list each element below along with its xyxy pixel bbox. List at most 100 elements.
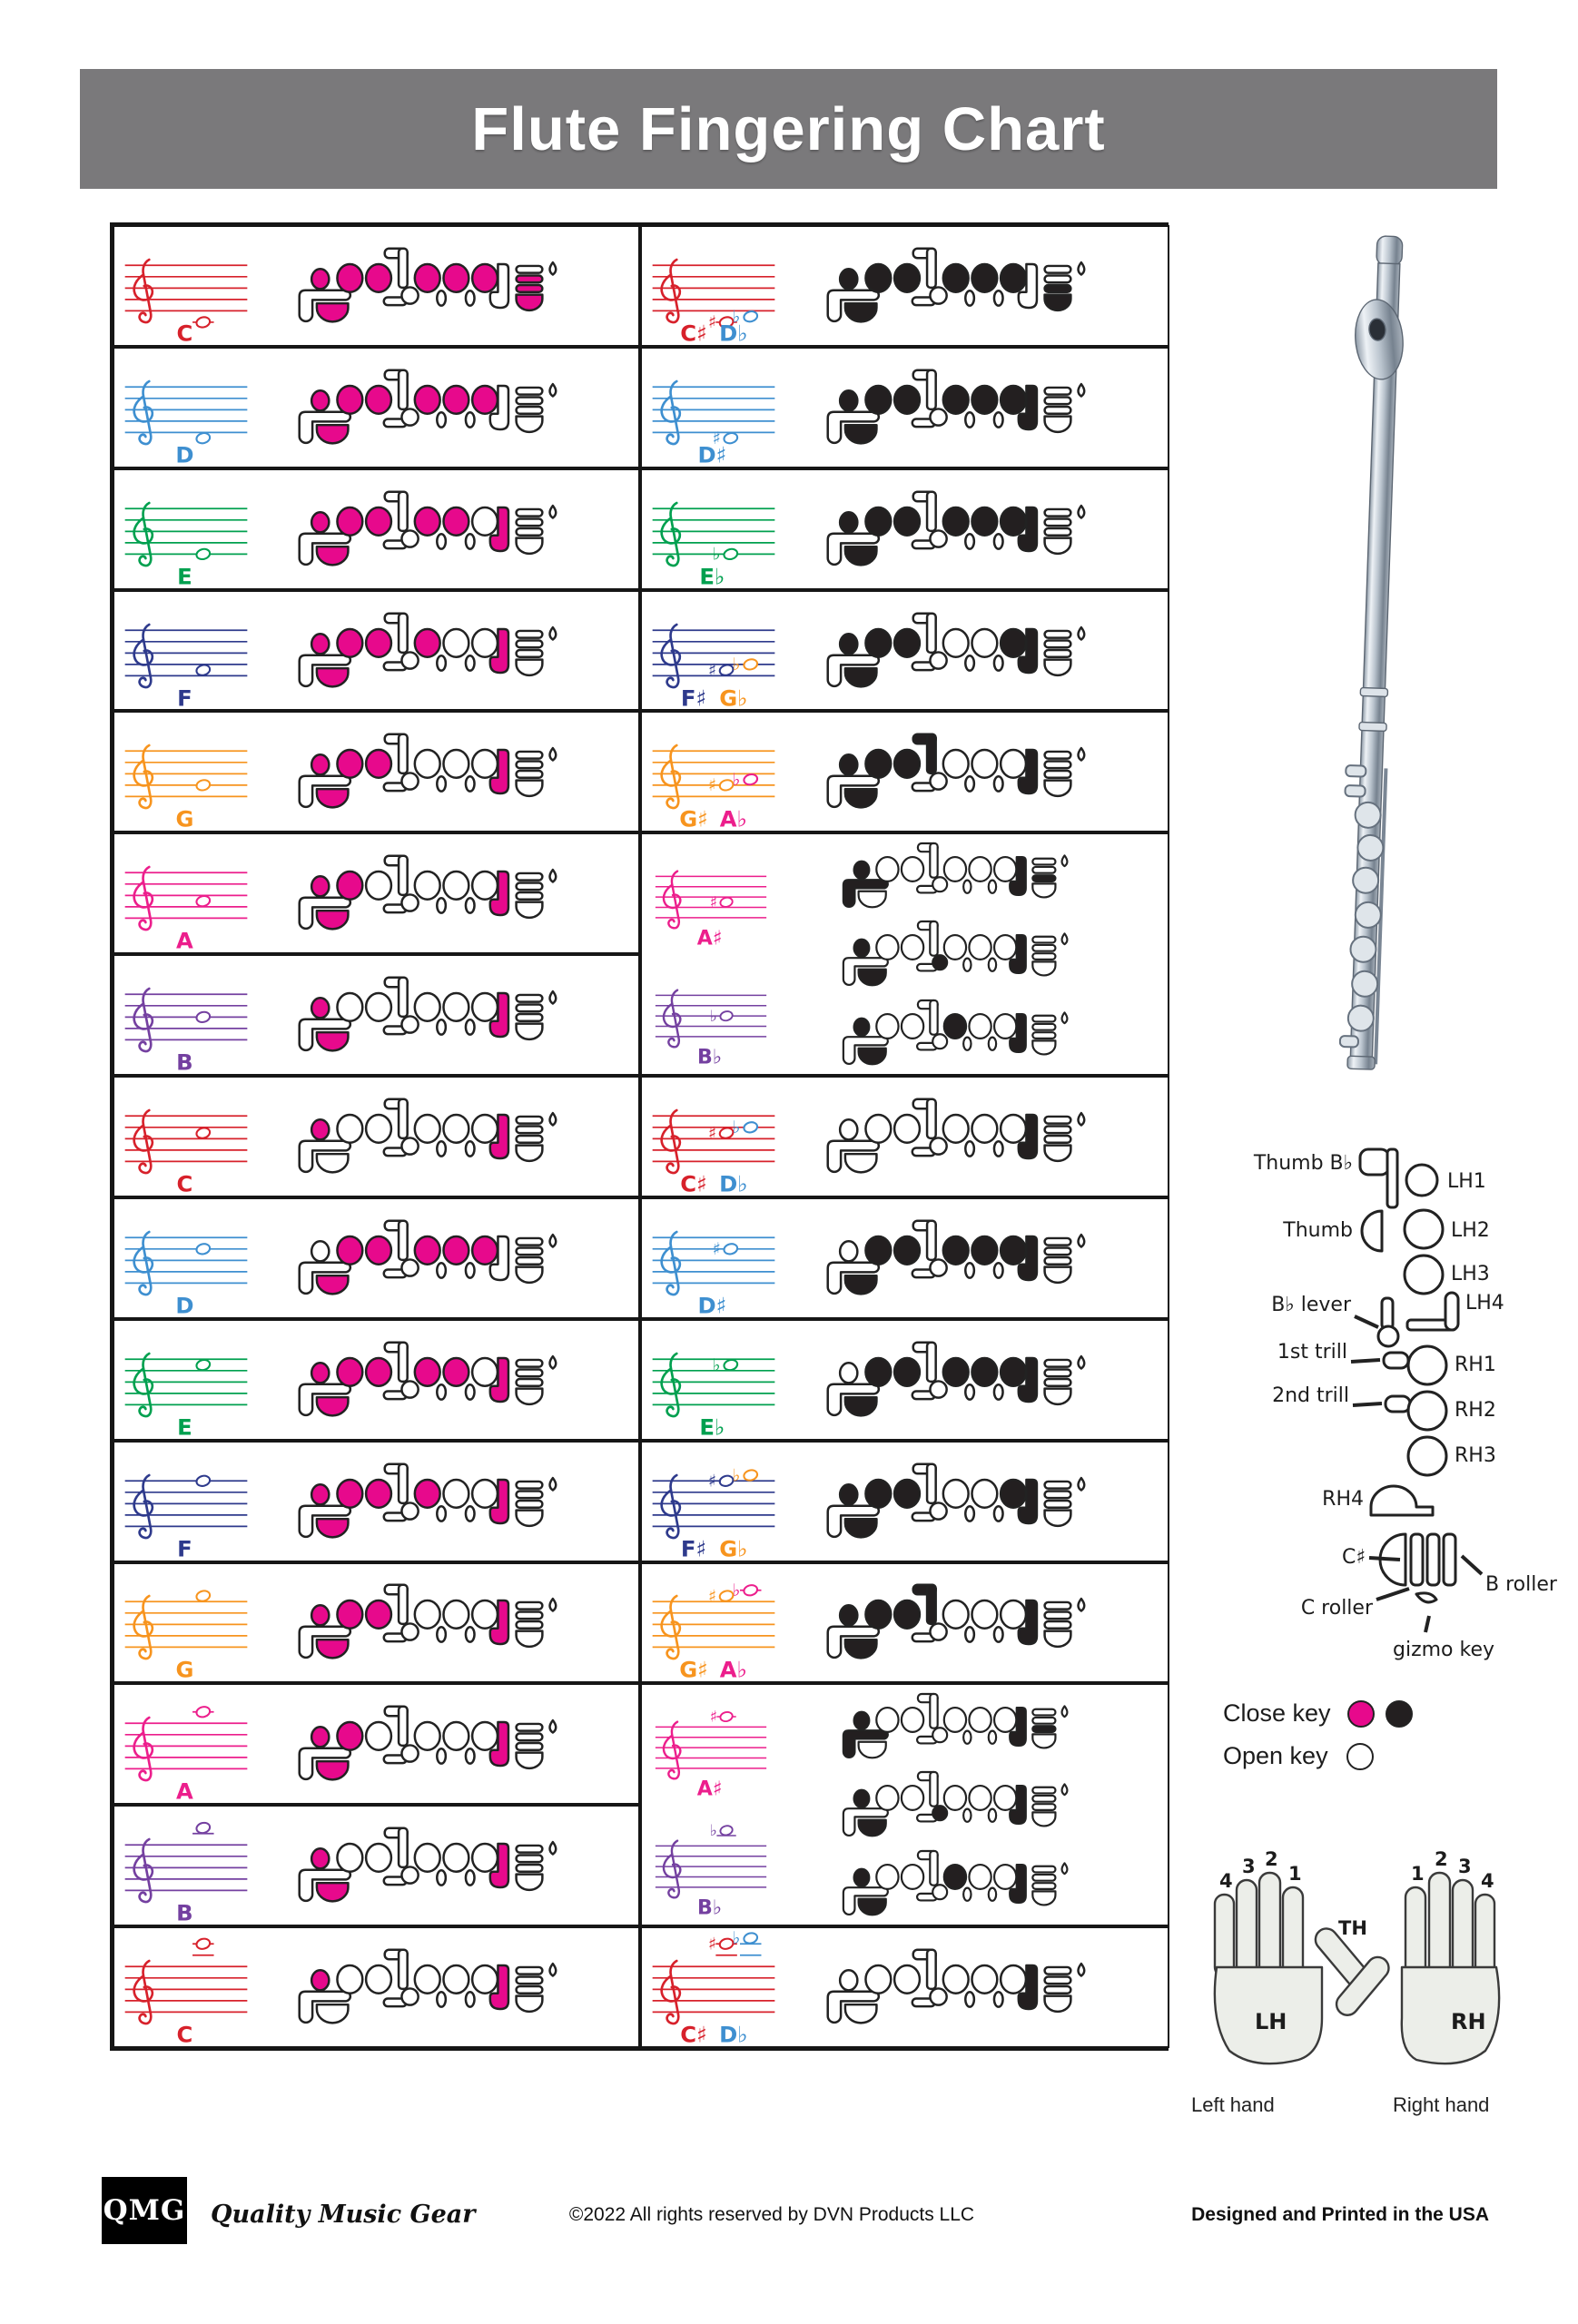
gizmo-key bbox=[547, 625, 557, 641]
note-name: F♯ bbox=[681, 1535, 706, 1561]
trill1-key bbox=[963, 654, 975, 672]
b-roller-key bbox=[514, 264, 544, 274]
footer-copyright: ©2022 All rights reserved by DVN Product… bbox=[568, 2204, 975, 2225]
treble-clef bbox=[133, 623, 154, 688]
notehead bbox=[195, 431, 212, 445]
keymap-thumb-bb-shape bbox=[1358, 1147, 1399, 1209]
thumb-bb-key bbox=[297, 1261, 351, 1295]
rh3-key bbox=[470, 1600, 498, 1630]
rh1-key bbox=[413, 506, 441, 537]
bb-lever-key bbox=[915, 1726, 948, 1745]
csharp-key bbox=[514, 1508, 544, 1527]
lh-thumb-label: TH bbox=[1338, 1917, 1367, 1939]
gizmo-key bbox=[1076, 1962, 1085, 1977]
thumb-key bbox=[315, 1274, 350, 1295]
c-roller-key bbox=[514, 1125, 544, 1135]
keymap-c-roller-shape bbox=[1409, 1532, 1425, 1587]
fingering-diagram bbox=[297, 733, 557, 809]
notehead bbox=[719, 1824, 734, 1837]
staff: ♯ ♭ F♯ G♭ bbox=[652, 623, 775, 709]
b-roller-key bbox=[514, 872, 544, 882]
thumb-key bbox=[857, 1897, 887, 1915]
keymap-rh2-label: RH2 bbox=[1455, 1399, 1496, 1422]
notehead bbox=[195, 1937, 212, 1950]
flute-lip-plate bbox=[1355, 299, 1404, 380]
flute-crown bbox=[1376, 235, 1404, 267]
b-roller-key bbox=[1042, 1236, 1072, 1246]
lh2-key bbox=[335, 384, 364, 415]
thumb-bb-key bbox=[297, 1747, 351, 1781]
csharp-roller-key bbox=[1031, 1803, 1057, 1812]
gizmo-key bbox=[547, 382, 557, 398]
lh1-key bbox=[310, 875, 330, 898]
note-cell: C bbox=[113, 1076, 640, 1197]
note-name: B bbox=[176, 1049, 193, 1074]
thumb-bb-key bbox=[297, 532, 351, 566]
trill1-key bbox=[962, 879, 972, 894]
note-cell: A bbox=[113, 1683, 640, 1806]
note-name: E♭ bbox=[699, 1413, 725, 1439]
trill1-key bbox=[963, 1991, 975, 2008]
fingering-diagram bbox=[297, 247, 557, 323]
lh3-key bbox=[364, 627, 392, 658]
b-roller-key bbox=[1042, 1358, 1072, 1368]
accidental: ♯ bbox=[708, 777, 716, 796]
lh1-key bbox=[310, 1847, 330, 1870]
keymap-gizmo-label: gizmo key bbox=[1393, 1639, 1494, 1661]
treble-clef bbox=[660, 1595, 682, 1660]
thumb-bb-key bbox=[842, 1886, 889, 1915]
staff: ♯ A♯ bbox=[655, 1709, 767, 1799]
notehead bbox=[719, 896, 734, 908]
trill2-key bbox=[464, 1140, 476, 1157]
thumb-key bbox=[843, 1152, 878, 1174]
lh-finger-2: 2 bbox=[1265, 1848, 1278, 1870]
lh1-key bbox=[310, 632, 330, 655]
lh2-key bbox=[863, 1600, 893, 1630]
rh2-key bbox=[970, 1964, 999, 1995]
csharp-roller-key bbox=[514, 405, 544, 415]
treble-clef bbox=[660, 744, 682, 810]
bb-lever-key bbox=[382, 650, 419, 671]
bb-lever-key bbox=[915, 1805, 948, 1823]
keymap-csharp-label: C♯ bbox=[1342, 1546, 1366, 1569]
note-name: F bbox=[177, 684, 192, 710]
keymap-lh1-label: LH1 bbox=[1447, 1170, 1486, 1193]
lh-finger-3: 3 bbox=[1242, 1856, 1256, 1877]
left-hand-caption: Left hand bbox=[1191, 2093, 1275, 2116]
csharp-key bbox=[514, 1994, 544, 2014]
lh2-key bbox=[863, 1235, 893, 1265]
lh3-key bbox=[893, 262, 921, 293]
rh1-key bbox=[413, 1235, 441, 1265]
footer-printed: Designed and Printed in the USA bbox=[1191, 2204, 1489, 2225]
bb-lever-key bbox=[911, 1258, 948, 1279]
c-roller-key bbox=[1031, 944, 1057, 952]
qmg-logo-text: QMG bbox=[103, 2194, 186, 2227]
note-cell: B bbox=[113, 1805, 640, 1927]
rh4-dsharp-key bbox=[488, 1478, 509, 1524]
thumb-key bbox=[315, 301, 350, 323]
thumb-key bbox=[315, 1031, 350, 1052]
rh1-key bbox=[942, 627, 970, 658]
rh4-dsharp-key bbox=[1017, 506, 1038, 552]
rh4-dsharp-key bbox=[488, 1600, 509, 1646]
note-name: C♯ bbox=[680, 2021, 707, 2046]
gsharp-lh4-key bbox=[916, 999, 939, 1036]
lh2-key bbox=[335, 627, 364, 658]
c-roller-key bbox=[1042, 760, 1072, 770]
csharp-roller-key bbox=[514, 891, 544, 901]
thumb-key bbox=[843, 423, 878, 445]
legend-close-row: Close key bbox=[1223, 1699, 1424, 1728]
c-roller-key bbox=[1042, 517, 1072, 527]
thumb-bb-key bbox=[297, 654, 351, 687]
c-roller-key bbox=[1042, 1367, 1072, 1378]
csharp-key bbox=[1042, 1630, 1072, 1649]
note-name: E♭ bbox=[699, 563, 725, 588]
lh3-key bbox=[893, 1113, 921, 1144]
bb-lever-key bbox=[911, 1987, 948, 2008]
rh1-key bbox=[942, 1478, 970, 1509]
rh4-dsharp-key bbox=[488, 1113, 509, 1160]
thumb-bb-key bbox=[297, 896, 351, 931]
note-name: C bbox=[177, 320, 193, 345]
rh3-key bbox=[470, 1478, 498, 1509]
